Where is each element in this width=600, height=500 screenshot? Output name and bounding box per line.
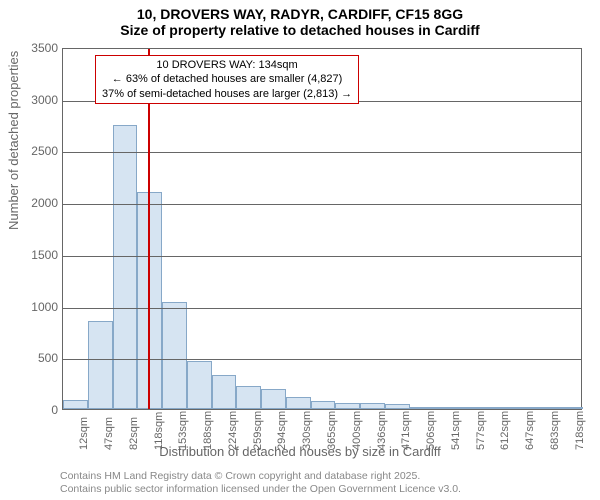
y-tick: 3500 xyxy=(22,41,58,55)
histogram-bar xyxy=(236,386,261,409)
histogram-bar xyxy=(88,321,113,409)
grid-line xyxy=(63,256,581,257)
histogram-bar xyxy=(286,397,311,409)
attribution-line2: Contains public sector information licen… xyxy=(60,483,461,496)
y-tick: 1500 xyxy=(22,248,58,262)
histogram-bar xyxy=(484,407,509,409)
histogram-bar xyxy=(311,401,336,409)
chart-container: 10, DROVERS WAY, RADYR, CARDIFF, CF15 8G… xyxy=(0,0,600,500)
grid-line xyxy=(63,152,581,153)
y-axis-label: Number of detached properties xyxy=(6,51,21,230)
attribution-line1: Contains HM Land Registry data © Crown c… xyxy=(60,470,461,483)
plot-area: 10 DROVERS WAY: 134sqm ← 63% of detached… xyxy=(62,48,582,410)
attribution-text: Contains HM Land Registry data © Crown c… xyxy=(60,470,461,496)
histogram-bar xyxy=(533,407,558,409)
grid-line xyxy=(63,204,581,205)
y-tick: 3000 xyxy=(22,93,58,107)
grid-line xyxy=(63,359,581,360)
histogram-bar xyxy=(187,361,212,409)
histogram-bar xyxy=(212,375,237,409)
histogram-bar xyxy=(509,407,534,409)
callout-line1: 10 DROVERS WAY: 134sqm xyxy=(102,58,352,72)
histogram-bar xyxy=(434,407,459,409)
grid-line xyxy=(63,308,581,309)
y-tick: 2500 xyxy=(22,144,58,158)
y-tick: 0 xyxy=(22,403,58,417)
chart-title: 10, DROVERS WAY, RADYR, CARDIFF, CF15 8G… xyxy=(0,0,600,22)
property-callout: 10 DROVERS WAY: 134sqm ← 63% of detached… xyxy=(95,55,359,104)
histogram-bar xyxy=(63,400,88,409)
histogram-bar xyxy=(360,403,385,409)
y-tick: 2000 xyxy=(22,196,58,210)
histogram-bar xyxy=(558,407,583,409)
callout-line3: 37% of semi-detached houses are larger (… xyxy=(102,87,352,101)
histogram-bar xyxy=(162,302,187,409)
chart-subtitle: Size of property relative to detached ho… xyxy=(0,22,600,42)
x-axis-label: Distribution of detached houses by size … xyxy=(0,444,600,459)
callout-line2: ← 63% of detached houses are smaller (4,… xyxy=(102,72,352,86)
y-tick: 1000 xyxy=(22,300,58,314)
histogram-bar xyxy=(261,389,286,409)
y-tick: 500 xyxy=(22,351,58,365)
histogram-bar xyxy=(335,403,360,409)
histogram-bar xyxy=(385,404,410,409)
histogram-bar xyxy=(113,125,138,409)
histogram-bar xyxy=(410,407,435,409)
histogram-bar xyxy=(459,407,484,409)
